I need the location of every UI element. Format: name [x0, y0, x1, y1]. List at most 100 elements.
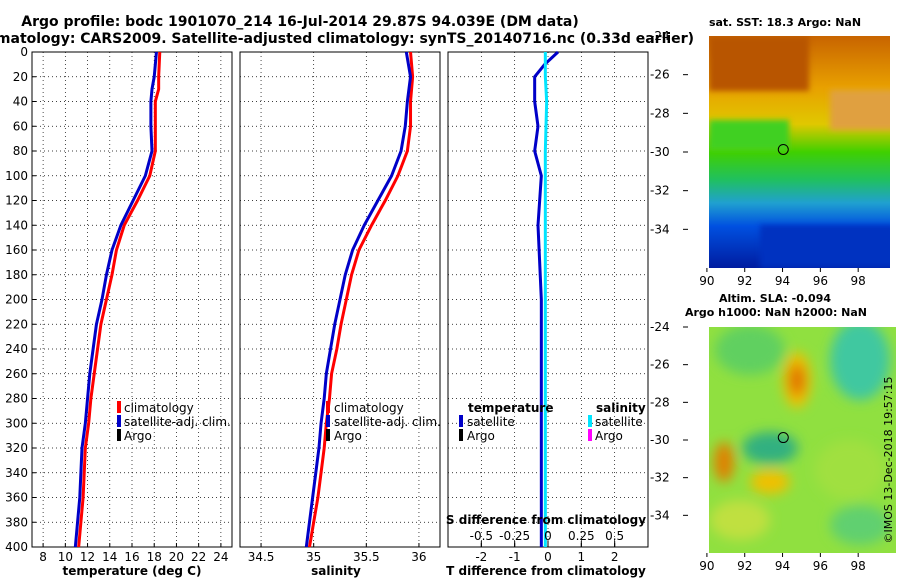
y-tick-label: 80 — [13, 144, 28, 158]
series-line-s-satellite — [543, 52, 549, 547]
credit-text: ©IMOS 13-Dec-2018 19:57:15 — [882, 377, 895, 544]
series-line-satellite-adj-clim- — [304, 51, 413, 548]
sst-warm-patch — [709, 36, 809, 91]
map-y-tick-label: -26 — [650, 358, 670, 372]
map-x-tick-label: 90 — [699, 559, 714, 573]
map-y-tick-label: -30 — [650, 433, 670, 447]
map-x-tick-label: 98 — [851, 274, 866, 288]
y-tick-label: 260 — [5, 367, 28, 381]
difference-legend-temperature: temperature satellite Argo — [459, 401, 553, 443]
x-tick-label: 18 — [147, 550, 162, 564]
map-x-tick-label: 92 — [737, 559, 752, 573]
y-tick-label: 400 — [5, 540, 28, 554]
sst-field — [709, 36, 896, 268]
sla-low-patch — [742, 432, 798, 464]
map-x-tick-label: 90 — [699, 274, 714, 288]
legend-label-t-satellite: satellite — [467, 415, 515, 429]
s-tick-label: 0.5 — [605, 529, 624, 543]
sla-south-high — [750, 470, 790, 494]
map-x-tick-label: 94 — [775, 559, 790, 573]
sst-green-patch — [709, 120, 789, 150]
x-tick-label: 20 — [169, 550, 184, 564]
legend-swatch-s-satellite — [588, 415, 592, 427]
x-tick-label: 35 — [306, 550, 321, 564]
y-tick-label: 120 — [5, 194, 28, 208]
map-y-tick-label: -32 — [650, 471, 670, 485]
legend-swatch-climatology — [117, 401, 121, 413]
sla-argo-marker — [777, 432, 789, 444]
x-tick-label: 12 — [80, 550, 95, 564]
series-line-satellite-adj-clim- — [73, 51, 158, 548]
sal-legend-label-argo: Argo — [334, 429, 362, 443]
y-tick-label: 220 — [5, 317, 28, 331]
series-line-t-satellite — [533, 50, 560, 547]
y-tick-label: 380 — [5, 515, 28, 529]
s-difference-xlabel: S difference from climatology — [446, 513, 646, 527]
y-tick-label: 60 — [13, 119, 28, 133]
sla-map-title-line-2: Argo h1000: NaN h2000: NaN — [685, 306, 867, 319]
sal-legend-swatch-argo — [326, 429, 330, 441]
map-y-tick-label: -34 — [650, 508, 670, 522]
map-x-tick-label: 92 — [737, 274, 752, 288]
x-tick-label: 36 — [411, 550, 426, 564]
sst-orange-patch — [830, 90, 896, 130]
x-tick-label: -1 — [509, 550, 521, 564]
legend-swatch-argo — [117, 429, 121, 441]
x-tick-label: 22 — [191, 550, 206, 564]
map-y-tick-label: -26 — [650, 68, 670, 82]
y-tick-label: 180 — [5, 268, 28, 282]
legend-heading-salinity: salinity — [596, 401, 646, 415]
sla-cool-patch-1 — [715, 327, 785, 375]
sal-legend-label-satellite-adj: satellite-adj. clim. — [334, 415, 441, 429]
legend-label-t-argo: Argo — [467, 429, 495, 443]
legend-label-s-argo: Argo — [595, 429, 623, 443]
y-tick-label: 240 — [5, 342, 28, 356]
x-tick-label: 8 — [39, 550, 47, 564]
map-y-tick-label: -34 — [650, 222, 670, 236]
legend-swatch-t-satellite — [459, 415, 463, 427]
x-tick-label: -2 — [475, 550, 487, 564]
y-tick-label: 300 — [5, 416, 28, 430]
legend-swatch-satellite-adj — [117, 415, 121, 427]
sal-legend-label-climatology: climatology — [334, 401, 404, 415]
x-tick-label: 24 — [213, 550, 228, 564]
y-tick-label: 140 — [5, 218, 28, 232]
sla-west-high — [714, 442, 734, 482]
salinity-panel: 34.5 35 35.5 36 salinity climatology satell… — [239, 51, 441, 578]
y-tick-label: 0 — [20, 45, 28, 59]
title-line-2: Climatology: CARS2009. Satellite-adjuste… — [0, 31, 694, 47]
y-tick-label: 340 — [5, 466, 28, 480]
sla-east-patch — [815, 440, 885, 500]
y-tick-label: 100 — [5, 169, 28, 183]
temperature-legend: climatology satellite-adj. clim. Argo — [117, 401, 231, 443]
map-y-tick-label: -30 — [650, 145, 670, 159]
sla-map: Altim. SLA: -0.094 Argo h1000: NaN h2000… — [650, 292, 896, 573]
y-tick-label: 160 — [5, 243, 28, 257]
map-x-tick-label: 96 — [813, 274, 828, 288]
legend-label-argo: Argo — [124, 429, 152, 443]
y-tick-label: 360 — [5, 491, 28, 505]
map-x-tick-label: 96 — [813, 559, 828, 573]
x-tick-label: 10 — [58, 550, 73, 564]
t-difference-xlabel: T difference from climatology — [446, 564, 646, 578]
y-tick-label: 200 — [5, 293, 28, 307]
difference-panel: -2 -1 0 1 2 T difference from climatology S … — [446, 50, 649, 578]
difference-legend-salinity: salinity satellite Argo — [588, 401, 646, 443]
y-tick-label: 280 — [5, 392, 28, 406]
y-tick-label: 320 — [5, 441, 28, 455]
map-y-tick-label: -24 — [650, 29, 670, 43]
map-x-tick-label: 98 — [851, 559, 866, 573]
salinity-xlabel: salinity — [311, 564, 361, 578]
series-line-climatology — [307, 51, 415, 548]
temperature-panel: 0 20 40 60 80 100 120 140 160 180 200 220 240 260 280 3… — [5, 45, 233, 578]
s-tick-label: -0.5 — [470, 529, 493, 543]
x-tick-label: 16 — [124, 550, 139, 564]
y-tick-label: 20 — [13, 70, 28, 84]
map-y-tick-label: -24 — [650, 320, 670, 334]
sla-high-core — [789, 364, 805, 396]
temperature-xlabel: temperature (deg C) — [63, 564, 202, 578]
legend-heading-temperature: temperature — [468, 401, 553, 415]
map-y-tick-label: -32 — [650, 184, 670, 198]
map-y-tick-label: -28 — [650, 106, 670, 120]
